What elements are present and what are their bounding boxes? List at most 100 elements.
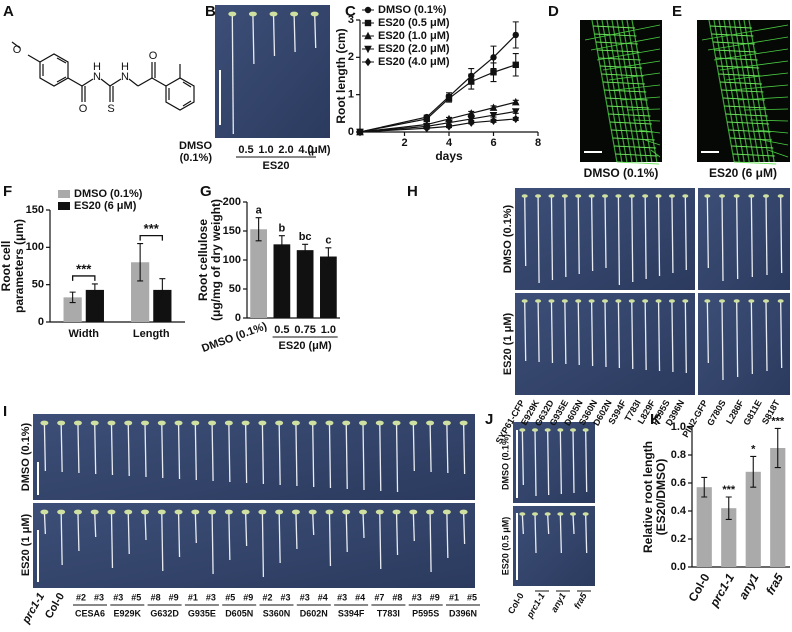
cotyledon [719, 194, 725, 198]
cotyledon [308, 509, 317, 515]
root [721, 300, 724, 381]
root [521, 513, 524, 535]
root [362, 422, 365, 491]
root-hair [737, 96, 789, 101]
root [547, 513, 550, 535]
root [379, 511, 382, 570]
root [657, 300, 661, 372]
cotyledon [548, 194, 555, 198]
root [750, 195, 753, 278]
cotyledon [174, 420, 183, 426]
y-axis-label: Root cellulose [196, 219, 210, 301]
marker [364, 57, 372, 67]
root [462, 511, 466, 545]
cell-wall [608, 113, 651, 117]
root [780, 195, 783, 274]
cotyledon [628, 194, 635, 198]
root-hair [650, 149, 661, 158]
group-label: D605N [225, 608, 253, 618]
marker [511, 97, 520, 106]
root [412, 422, 415, 472]
root [547, 429, 550, 496]
legend-label: ES20 (4.0 μM) [378, 56, 450, 68]
cell-wall [714, 49, 757, 53]
cotyledon [73, 509, 82, 515]
root-hair [590, 36, 661, 51]
y-axis-label: Root length (cm) [334, 28, 348, 123]
cell-wall [612, 137, 655, 141]
line-number: #2 [262, 592, 272, 602]
root-hair [584, 24, 661, 41]
root [429, 422, 432, 473]
cotyledon [557, 428, 564, 432]
bar [745, 471, 761, 567]
cotyledon [208, 509, 217, 515]
row-label: ES20 (0.5 μM) [500, 517, 510, 576]
cotyledon [682, 194, 689, 198]
y-axis-label: (ES20/DMSO) [654, 459, 668, 536]
marker [364, 19, 372, 27]
atom: N [121, 71, 129, 83]
x-tick-label: Length [133, 328, 170, 340]
root-hair [731, 84, 789, 91]
root [94, 422, 97, 475]
cotyledon [575, 194, 582, 198]
series-line [359, 34, 517, 133]
cotyledon [570, 428, 576, 432]
cotyledon [561, 299, 568, 303]
marker [468, 78, 475, 85]
y-axis-label: Root cell [0, 241, 13, 292]
marker [364, 6, 372, 14]
root-hair [767, 149, 789, 158]
x-tick-label: Width [69, 328, 100, 340]
line-number: #3 [300, 592, 310, 602]
photo-b [215, 5, 330, 138]
root-hair [755, 129, 789, 134]
line-number: #3 [412, 592, 422, 602]
root [345, 422, 348, 490]
marker [468, 118, 475, 127]
atom: O [13, 44, 22, 56]
marker [445, 122, 453, 131]
root [462, 422, 466, 475]
cotyledon [777, 194, 784, 198]
cell-wall [717, 65, 760, 69]
root [194, 422, 197, 481]
root [412, 511, 415, 542]
cotyledon [124, 420, 133, 426]
legend-swatch [58, 202, 70, 210]
annotation: b [279, 223, 286, 235]
root [110, 422, 114, 476]
root [295, 422, 298, 487]
cell-wall [731, 145, 774, 149]
line-label: fra5 [572, 590, 589, 610]
annotation: a [256, 205, 263, 217]
cotyledon [519, 428, 526, 432]
y-tick-label: 0.2 [671, 533, 686, 545]
cotyledon [392, 509, 401, 515]
error-bar [725, 496, 732, 520]
root [604, 195, 607, 269]
x-tick-label: DMSO (0.1%) [200, 320, 269, 355]
row-label: ES20 (1 μM) [20, 513, 32, 576]
marker [356, 127, 364, 137]
x-axis-label: days [435, 149, 463, 163]
y-tick-label: 100 [26, 241, 44, 253]
root [395, 422, 399, 493]
dose-label: 2.0 [278, 144, 293, 156]
bar [273, 244, 291, 318]
root [750, 300, 753, 375]
cotyledon [655, 299, 662, 303]
cell-wall [611, 129, 654, 133]
line-number: #9 [169, 592, 179, 602]
error-bar [69, 291, 76, 304]
y-tick-label: 200 [223, 196, 241, 208]
root [617, 195, 621, 286]
y-tick-label: 0.6 [671, 477, 686, 489]
error-bar [750, 455, 757, 488]
atom: O [149, 50, 158, 62]
panel-letter: K [650, 411, 661, 428]
line-number: #3 [337, 592, 347, 602]
group-label: G935E [188, 608, 216, 618]
root [524, 300, 527, 362]
